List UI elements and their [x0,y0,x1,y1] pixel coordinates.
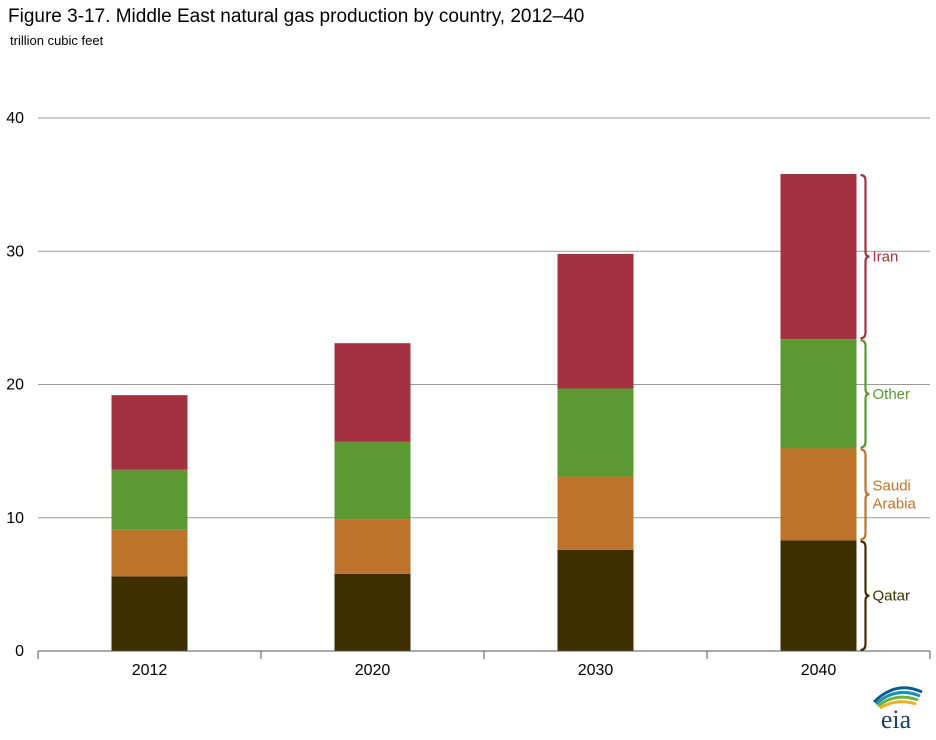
x-tick-label: 2012 [132,662,168,679]
bar-2030-iran [557,253,634,389]
series-label-qatar: Qatar [873,588,911,605]
y-tick-label: 40 [6,110,24,127]
bar-2030-qatar [557,549,634,651]
y-tick-label: 30 [6,243,24,260]
eia-logo-text: eia [881,705,912,732]
y-tick-label: 0 [15,643,24,660]
bracket-iran [860,173,870,340]
y-tick-label: 10 [6,510,24,527]
bars [111,173,857,651]
bar-2020-iran [334,343,411,442]
x-tick-label: 2020 [355,662,391,679]
eia-logo: eia [872,686,923,732]
series-label-saudi-arabia: Arabia [873,495,917,512]
series-label-other: Other [873,386,911,403]
y-tick-label: 20 [6,377,24,394]
series-label-iran: Iran [873,249,899,266]
bar-2040-saudi-arabia [780,448,857,541]
chart-title: Figure 3-17. Middle East natural gas pro… [8,6,585,27]
bar-2040-iran [780,173,857,340]
x-tick-label: 2030 [578,662,614,679]
series-label-saudi-arabia: Saudi [873,477,911,494]
bracket-saudi-arabia [860,448,870,541]
bracket-other [860,339,870,449]
bar-2020-qatar [334,573,411,651]
bar-2040-qatar [780,540,857,651]
bar-2012-iran [111,395,188,470]
bar-2012-other [111,469,188,530]
bar-2020-saudi-arabia [334,519,411,574]
bar-2020-other [334,441,411,520]
chart-subtitle: trillion cubic feet [10,33,104,48]
bar-2030-saudi-arabia [557,476,634,550]
bracket-qatar [860,540,870,652]
x-tick-label: 2040 [801,662,837,679]
x-axis [37,650,931,659]
bar-2012-saudi-arabia [111,529,188,577]
bar-2012-qatar [111,576,188,651]
bar-2040-other [780,339,857,449]
bar-2030-other [557,388,634,477]
